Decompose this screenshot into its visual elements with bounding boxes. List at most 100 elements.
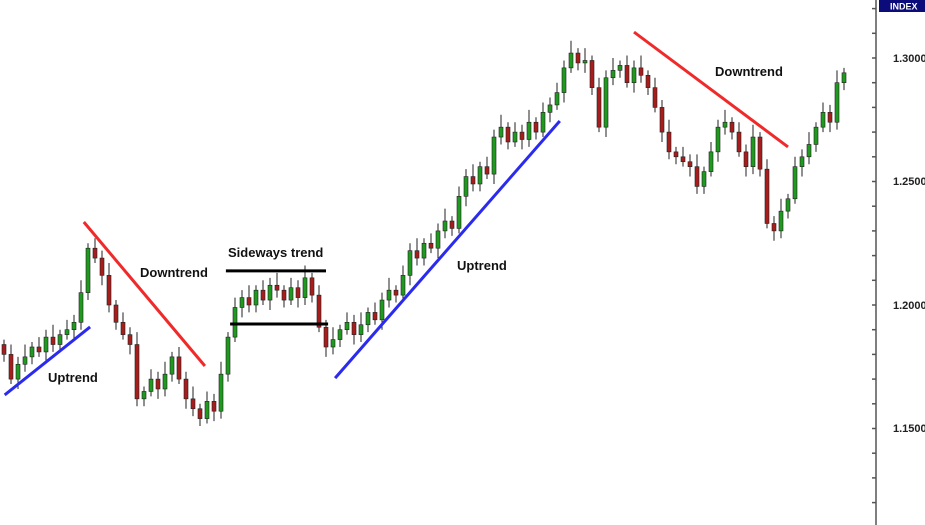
candle-bullish bbox=[561, 60, 567, 103]
candle-bearish bbox=[323, 319, 329, 357]
candle-bullish bbox=[792, 156, 798, 204]
candle-body bbox=[176, 356, 182, 380]
candle-body bbox=[722, 121, 728, 128]
candle-body bbox=[393, 289, 399, 296]
trend-labels: Uptrend Downtrend Sideways trend Uptrend… bbox=[48, 64, 783, 385]
candle-body bbox=[498, 126, 504, 138]
candle-body bbox=[568, 52, 574, 69]
candle-body bbox=[428, 242, 434, 249]
candle-body bbox=[92, 247, 98, 259]
candle-body bbox=[274, 284, 280, 291]
candle-bearish bbox=[106, 263, 112, 313]
candle-bullish bbox=[169, 351, 175, 382]
candle-body bbox=[1, 344, 7, 355]
candle-bullish bbox=[239, 290, 245, 318]
candle-body bbox=[533, 121, 539, 133]
candle-bullish bbox=[225, 332, 231, 382]
candle-body bbox=[785, 198, 791, 212]
candle-bearish bbox=[372, 302, 378, 325]
candle-body bbox=[64, 329, 70, 335]
candle-bullish bbox=[750, 124, 756, 175]
candle-bearish bbox=[596, 77, 602, 133]
candle-bullish bbox=[85, 243, 91, 301]
candle-bearish bbox=[8, 344, 14, 385]
candle-bearish bbox=[393, 285, 399, 303]
candle-bullish bbox=[715, 119, 721, 162]
candle-body bbox=[36, 346, 42, 353]
candle-body bbox=[561, 67, 567, 93]
downtrend-line bbox=[82, 221, 207, 367]
candle-bullish bbox=[547, 97, 553, 123]
candle-body bbox=[169, 356, 175, 375]
candle-bearish bbox=[589, 55, 595, 96]
candle-body bbox=[400, 275, 406, 296]
candle-body bbox=[253, 289, 259, 306]
candle-body bbox=[477, 166, 483, 185]
candle-body bbox=[127, 334, 133, 345]
candle-bearish bbox=[764, 159, 770, 229]
candle-body bbox=[239, 297, 245, 308]
candle-bullish bbox=[407, 243, 413, 286]
candle-bullish bbox=[421, 238, 427, 266]
candle-bullish bbox=[617, 60, 623, 78]
candle-bullish bbox=[582, 48, 588, 73]
label-uptrend-1: Uptrend bbox=[48, 370, 98, 385]
candle-body bbox=[708, 151, 714, 172]
candle-bearish bbox=[449, 216, 455, 236]
candle-body bbox=[813, 126, 819, 145]
candle-body bbox=[281, 289, 287, 301]
candle-bearish bbox=[211, 393, 217, 422]
candle-body bbox=[43, 336, 49, 353]
candle-body bbox=[71, 321, 77, 331]
candle-bullish bbox=[204, 391, 210, 424]
candle-body bbox=[337, 329, 343, 340]
label-uptrend-2: Uptrend bbox=[457, 258, 507, 273]
candle-body bbox=[15, 363, 21, 380]
candle-body bbox=[57, 334, 63, 345]
candle-body bbox=[414, 250, 420, 259]
candle-bullish bbox=[722, 109, 728, 135]
candle-bearish bbox=[666, 119, 672, 160]
label-downtrend-1: Downtrend bbox=[140, 265, 208, 280]
candle-bullish bbox=[288, 277, 294, 305]
candle-body bbox=[407, 250, 413, 276]
candle-body bbox=[295, 287, 301, 298]
candle-bearish bbox=[414, 238, 420, 266]
candle-bullish bbox=[834, 70, 840, 130]
candle-body bbox=[736, 131, 742, 153]
candle-bearish bbox=[687, 154, 693, 177]
candle-body bbox=[778, 210, 784, 232]
candle-body bbox=[652, 87, 658, 108]
candle-body bbox=[330, 339, 336, 348]
candle-bullish bbox=[477, 161, 483, 192]
candle-bullish bbox=[365, 307, 371, 333]
candle-body bbox=[617, 65, 623, 71]
candle-body bbox=[666, 131, 672, 153]
candle-body bbox=[260, 289, 266, 301]
candle-body bbox=[211, 401, 217, 412]
candle-body bbox=[687, 161, 693, 167]
candle-bullish bbox=[813, 122, 819, 152]
candle-body bbox=[792, 166, 798, 200]
candle-body bbox=[799, 156, 805, 167]
candle-bullish bbox=[498, 114, 504, 145]
candle-body bbox=[820, 112, 826, 128]
candle-bullish bbox=[820, 102, 826, 133]
candle-bearish bbox=[176, 346, 182, 385]
candle-bearish bbox=[197, 403, 203, 427]
candle-bearish bbox=[743, 144, 749, 177]
label-sideways: Sideways trend bbox=[228, 245, 323, 260]
candle-bullish bbox=[78, 280, 84, 330]
candle-bearish bbox=[680, 146, 686, 167]
candle-body bbox=[351, 321, 357, 335]
candle-bearish bbox=[99, 250, 105, 286]
candle-body bbox=[743, 151, 749, 167]
candle-body bbox=[491, 136, 497, 175]
candle-bullish bbox=[785, 193, 791, 219]
y-axis: 1.3000 1.2500 1.2000 1.1500 bbox=[872, 0, 925, 525]
candle-bullish bbox=[386, 277, 392, 308]
candle-body bbox=[106, 275, 112, 306]
candle-body bbox=[365, 312, 371, 326]
candle-bearish bbox=[771, 216, 777, 241]
candle-body bbox=[288, 287, 294, 301]
